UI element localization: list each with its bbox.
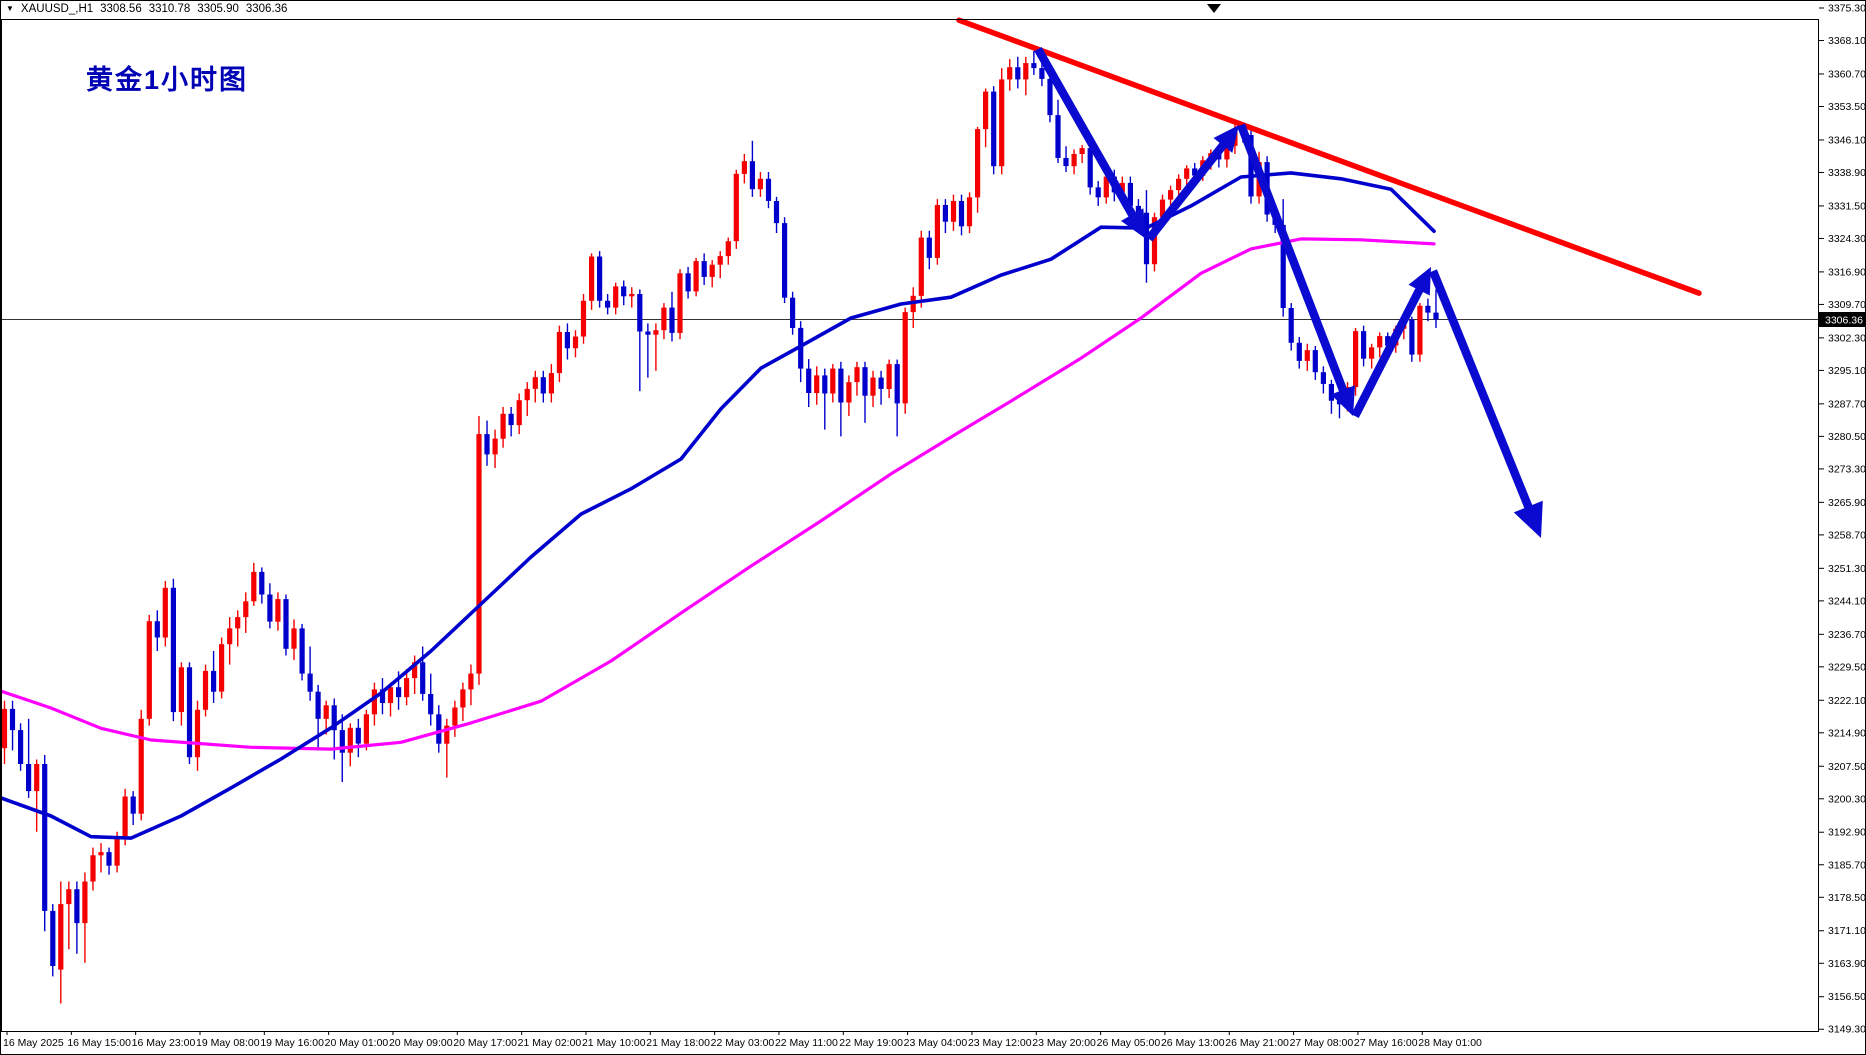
arrowhead [1513, 500, 1543, 539]
svg-text:3185.70: 3185.70 [1828, 859, 1866, 871]
svg-text:3258.70: 3258.70 [1828, 529, 1866, 541]
svg-text:3295.10: 3295.10 [1828, 365, 1866, 377]
svg-text:3302.30: 3302.30 [1828, 332, 1866, 344]
svg-text:3207.50: 3207.50 [1828, 761, 1866, 773]
svg-text:3236.70: 3236.70 [1828, 629, 1866, 641]
svg-text:3306.36: 3306.36 [1825, 315, 1863, 327]
symbol-timeframe-label: XAUUSD_,H1 [20, 3, 94, 15]
svg-text:19 May 08:00: 19 May 08:00 [196, 1037, 260, 1049]
arrowhead [1121, 208, 1146, 239]
projection-arrow [1034, 47, 1144, 231]
svg-text:3338.90: 3338.90 [1828, 167, 1866, 179]
svg-text:3192.90: 3192.90 [1828, 827, 1866, 839]
svg-text:3214.90: 3214.90 [1828, 727, 1866, 739]
svg-text:3360.70: 3360.70 [1828, 69, 1866, 81]
current-price-badge [1819, 312, 1865, 327]
svg-text:3273.30: 3273.30 [1828, 463, 1866, 475]
svg-text:16 May 23:00: 16 May 23:00 [132, 1037, 196, 1049]
symbol-bar: ▼ XAUUSD_,H1 3308.56 3310.78 3305.90 330… [6, 3, 287, 15]
svg-text:3244.10: 3244.10 [1828, 595, 1866, 607]
svg-text:21 May 10:00: 21 May 10:00 [582, 1037, 646, 1049]
svg-text:21 May 18:00: 21 May 18:00 [646, 1037, 710, 1049]
svg-text:3229.50: 3229.50 [1828, 661, 1866, 673]
ma-magenta-line [1, 237, 1436, 751]
svg-text:3324.30: 3324.30 [1828, 233, 1866, 245]
svg-text:16 May 2025: 16 May 2025 [3, 1037, 64, 1049]
svg-text:22 May 03:00: 22 May 03:00 [711, 1037, 775, 1049]
svg-text:3309.70: 3309.70 [1828, 299, 1866, 311]
descending-trendline [956, 17, 1702, 296]
svg-text:3200.30: 3200.30 [1828, 793, 1866, 805]
arrowhead [1330, 385, 1355, 417]
svg-text:3222.10: 3222.10 [1828, 695, 1866, 707]
shift-marker-icon [1207, 4, 1221, 13]
svg-text:23 May 04:00: 23 May 04:00 [904, 1037, 968, 1049]
arrowhead [1213, 125, 1239, 153]
arrowhead [1408, 266, 1431, 296]
svg-text:26 May 05:00: 26 May 05:00 [1097, 1037, 1161, 1049]
svg-text:3316.90: 3316.90 [1828, 266, 1866, 278]
svg-text:16 May 15:00: 16 May 15:00 [67, 1037, 131, 1049]
svg-text:28 May 01:00: 28 May 01:00 [1418, 1037, 1482, 1049]
svg-text:3375.30: 3375.30 [1828, 3, 1866, 15]
svg-text:20 May 17:00: 20 May 17:00 [453, 1037, 517, 1049]
svg-text:3163.90: 3163.90 [1828, 958, 1866, 970]
quote-close: 3306.36 [245, 3, 288, 15]
projection-arrow [1237, 123, 1353, 406]
svg-text:3368.10: 3368.10 [1828, 35, 1866, 47]
svg-text:3280.50: 3280.50 [1828, 431, 1866, 443]
svg-text:20 May 01:00: 20 May 01:00 [325, 1037, 389, 1049]
projection-arrow [1145, 131, 1236, 242]
svg-text:26 May 13:00: 26 May 13:00 [1161, 1037, 1225, 1049]
chart-title-annotation: 黄金1小时图 [86, 65, 249, 95]
svg-text:3287.70: 3287.70 [1828, 398, 1866, 410]
quote-high: 3310.78 [148, 3, 191, 15]
svg-text:23 May 12:00: 23 May 12:00 [968, 1037, 1032, 1049]
svg-text:23 May 20:00: 23 May 20:00 [1032, 1037, 1096, 1049]
svg-text:3178.50: 3178.50 [1828, 892, 1866, 904]
ma-blue-line [1, 171, 1436, 840]
svg-text:3331.50: 3331.50 [1828, 200, 1866, 212]
svg-text:22 May 11:00: 22 May 11:00 [775, 1037, 838, 1049]
svg-text:19 May 16:00: 19 May 16:00 [260, 1037, 324, 1049]
symbol-dropdown-icon[interactable]: ▼ [6, 4, 14, 13]
quote-low: 3305.90 [197, 3, 239, 15]
svg-text:3149.30: 3149.30 [1828, 1024, 1866, 1036]
svg-text:3265.90: 3265.90 [1828, 497, 1866, 509]
svg-text:21 May 02:00: 21 May 02:00 [518, 1037, 582, 1049]
svg-text:22 May 19:00: 22 May 19:00 [839, 1037, 903, 1049]
quote-open: 3308.56 [100, 3, 142, 15]
svg-text:27 May 16:00: 27 May 16:00 [1354, 1037, 1418, 1049]
svg-text:27 May 08:00: 27 May 08:00 [1290, 1037, 1354, 1049]
projection-arrow [1351, 275, 1430, 418]
svg-text:26 May 21:00: 26 May 21:00 [1225, 1037, 1289, 1049]
projection-arrow [1429, 269, 1540, 526]
svg-text:3171.10: 3171.10 [1828, 925, 1866, 937]
svg-text:3251.30: 3251.30 [1828, 563, 1866, 575]
svg-text:20 May 09:00: 20 May 09:00 [389, 1037, 453, 1049]
svg-text:3346.10: 3346.10 [1828, 134, 1866, 146]
svg-text:3353.50: 3353.50 [1828, 101, 1866, 113]
svg-text:3156.50: 3156.50 [1828, 991, 1866, 1003]
